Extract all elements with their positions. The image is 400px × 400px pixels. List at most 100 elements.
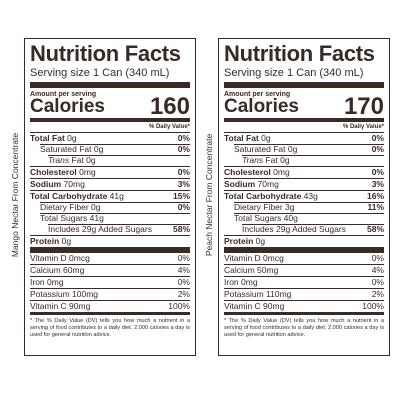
nutrient-label: Protein 0g — [30, 236, 71, 247]
nutrient-daily-value: 3% — [177, 178, 190, 189]
nutrient-amount: 3g — [285, 201, 295, 212]
nutrient-row: Includes 29g Added Sugars 58% — [224, 223, 384, 235]
nutrient-row: Sodium 70mg 3% — [30, 177, 190, 190]
nutrient-daily-value: 15% — [172, 190, 190, 201]
vitamin-label: Iron 0mg — [224, 276, 258, 287]
nutrient-daily-value: 0% — [177, 143, 190, 154]
vitamin-label: Calcium 50mg — [224, 264, 279, 275]
vitamin-daily-value: 4% — [371, 264, 384, 275]
nutrient-row: Total Fat 0g 0% — [30, 131, 190, 144]
nutrient-row: Protein 0g — [224, 234, 384, 247]
nutrient-amount: 0mg — [79, 166, 96, 177]
nutrient-name-italic: Trans — [48, 154, 70, 165]
nutrient-label: Total Sugars 40g — [224, 213, 298, 224]
nutrient-daily-value: 0% — [177, 166, 190, 177]
nutrient-name: Total Sugars — [40, 212, 88, 223]
nutrient-amount: 70mg — [257, 178, 279, 189]
nutrient-name: Includes 29g Added Sugars — [242, 223, 346, 234]
nutrient-amount: 40g — [283, 212, 298, 223]
nutrient-name-italic: Trans — [242, 154, 264, 165]
vitamin-row: Vitamin C 90mg 100% — [224, 299, 384, 312]
nutrient-label: Trans Fat 0g — [30, 155, 96, 166]
panel-title: Nutrition Facts — [30, 41, 181, 66]
nutrient-amount: 70mg — [63, 178, 85, 189]
nutrient-name: Dietary Fiber — [40, 201, 89, 212]
nutrient-amount: 0g — [67, 132, 77, 143]
footnote: * The % Daily Value (DV) tells you how m… — [224, 318, 384, 338]
nutrient-row: Total Carbohydrate 41g 15% — [30, 189, 190, 202]
serving-size: Serving size 1 Can (340 mL) — [224, 67, 364, 79]
nutrient-label: Includes 29g Added Sugars — [30, 224, 152, 235]
nutrient-daily-value: 3% — [371, 178, 384, 189]
vitamin-label: Calcium 60mg — [30, 264, 85, 275]
daily-value-header: % Daily Value* — [148, 123, 190, 130]
vitamin-row: Iron 0mg 0% — [30, 275, 190, 288]
divider-medium — [30, 118, 190, 122]
divider-thick — [224, 82, 384, 88]
divider-medium — [30, 311, 190, 315]
nutrient-daily-value: 0% — [371, 143, 384, 154]
product-name-text: Peach Nectar From Concentrate — [204, 133, 215, 257]
nutrient-row: Protein 0g — [30, 234, 190, 247]
nutrient-label: Cholesterol 0mg — [30, 167, 96, 178]
nutrient-amount: 0mg — [273, 166, 290, 177]
nutrient-list: Total Fat 0g 0% Saturated Fat 0g 0% Trans Fa… — [30, 131, 190, 247]
serving-size: Serving size 1 Can (340 mL) — [30, 67, 170, 79]
nutrient-name: Saturated Fat — [40, 143, 92, 154]
calories-value: 160 — [149, 93, 190, 120]
nutrient-name: Protein — [30, 235, 60, 246]
nutrient-label: Saturated Fat 0g — [30, 144, 103, 155]
nutrient-amount: 0g — [86, 154, 96, 165]
footnote: * The % Daily Value (DV) tells you how m… — [30, 318, 190, 338]
nutrient-row: Trans Fat 0g — [224, 154, 384, 166]
vitamin-label: Iron 0mg — [30, 276, 64, 287]
nutrient-daily-value: 11% — [367, 201, 384, 212]
amount-per-serving: Amount per serving — [224, 91, 291, 98]
nutrient-row: Trans Fat 0g — [30, 154, 190, 166]
vitamin-label: Vitamin C 90mg — [30, 300, 91, 311]
vitamin-label: Potassium 100mg — [30, 288, 99, 299]
vitamin-row: Iron 0mg 0% — [224, 275, 384, 288]
nutrient-row: Sodium 70mg 3% — [224, 177, 384, 190]
nutrient-daily-value: 0% — [177, 201, 190, 212]
nutrient-amount: 0g — [255, 235, 266, 246]
nutrient-label: Trans Fat 0g — [224, 155, 290, 166]
nutrient-name: Cholesterol — [30, 166, 77, 177]
nutrient-amount: 41g — [89, 212, 104, 223]
calories-label: Calories — [30, 96, 105, 117]
nutrient-amount: 43g — [303, 190, 318, 201]
vitamin-row: Calcium 50mg 4% — [224, 263, 384, 276]
vitamin-daily-value: 2% — [177, 288, 190, 299]
nutrient-label: Total Carbohydrate 43g — [224, 191, 318, 202]
nutrient-amount: 0g — [261, 132, 271, 143]
nutrient-label: Sodium 70mg — [30, 179, 85, 190]
nutrient-name: Sodium — [30, 178, 62, 189]
vitamin-label: Vitamin D 0mcg — [224, 252, 284, 263]
nutrient-amount: 0g — [280, 154, 290, 165]
vitamin-label: Vitamin C 90mg — [224, 300, 285, 311]
calories-value: 170 — [343, 93, 384, 120]
vitamin-label: Potassium 110mg — [224, 288, 292, 299]
nutrient-daily-value: 16% — [366, 190, 384, 201]
nutrient-row: Cholesterol 0mg 0% — [224, 165, 384, 178]
nutrient-label: Saturated Fat 0g — [224, 144, 297, 155]
nutrient-row: Dietary Fiber 3g 11% — [224, 201, 384, 213]
product-name-text: Mango Nectar From Concentrate — [10, 132, 20, 258]
nutrient-row: Includes 29g Added Sugars 58% — [30, 223, 190, 235]
nutrient-row: Cholesterol 0mg 0% — [30, 165, 190, 178]
nutrient-name: Saturated Fat — [234, 143, 286, 154]
vitamin-row: Calcium 60mg 4% — [30, 263, 190, 276]
vitamin-label: Vitamin D 0mcg — [30, 252, 90, 263]
nutrient-daily-value: 0% — [371, 166, 384, 177]
vitamin-daily-value: 100% — [168, 300, 190, 311]
nutrient-label: Dietary Fiber 0g — [30, 202, 101, 213]
nutrition-facts-panel: Nutrition Facts Serving size 1 Can (340 … — [218, 38, 390, 356]
divider-medium — [224, 118, 384, 122]
nutrient-daily-value: 0% — [371, 132, 384, 143]
nutrient-row: Dietary Fiber 0g 0% — [30, 201, 190, 213]
nutrient-row: Saturated Fat 0g 0% — [30, 143, 190, 155]
nutrient-label: Total Carbohydrate 41g — [30, 191, 124, 202]
calories-row: Calories 170 — [224, 93, 384, 120]
divider-thick — [224, 246, 384, 253]
nutrient-name: Includes 29g Added Sugars — [48, 223, 152, 234]
